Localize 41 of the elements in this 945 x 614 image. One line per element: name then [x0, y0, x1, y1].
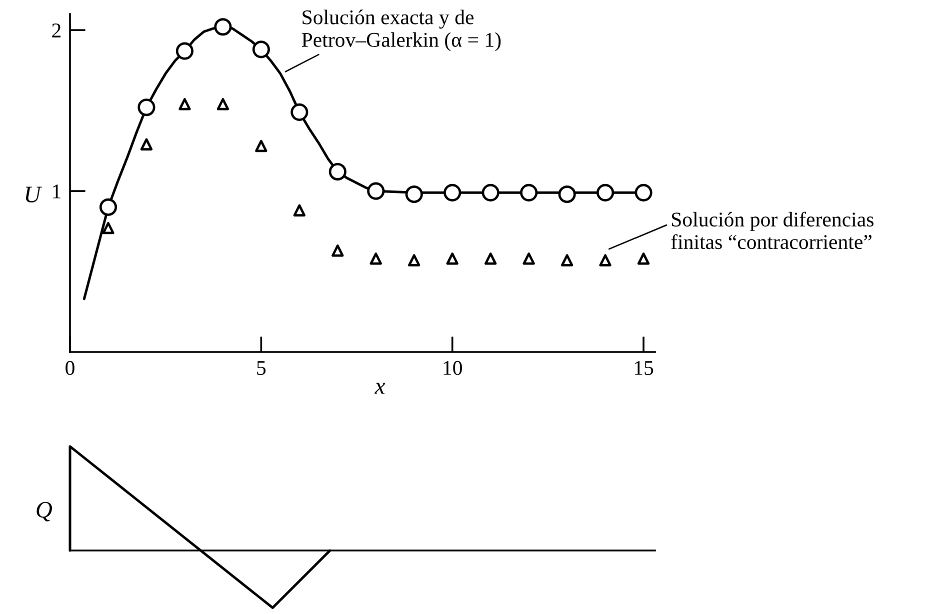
- point: [328, 162, 346, 181]
- point: [214, 18, 232, 36]
- point: [520, 184, 538, 202]
- point: [138, 98, 156, 116]
- point: [216, 98, 230, 110]
- point: [99, 198, 118, 216]
- point: [176, 42, 194, 60]
- point: [370, 252, 382, 265]
- point: [408, 254, 420, 266]
- point: [637, 252, 650, 265]
- point: [599, 254, 612, 266]
- x-axis-title: x: [374, 382, 386, 394]
- point: [367, 182, 385, 200]
- point: [255, 140, 268, 152]
- x-tick-label: 15: [634, 361, 654, 375]
- y-axis-title: U: [26, 186, 42, 202]
- annotation: Solución exacta y de Petrov–Galerkin (α = 1): [302, 10, 501, 52]
- point: [102, 222, 114, 234]
- point: [140, 138, 153, 150]
- point: [558, 185, 576, 204]
- point: [482, 184, 500, 202]
- point: [484, 252, 497, 265]
- x-tick-label: 10: [444, 360, 462, 375]
- point: [293, 204, 306, 216]
- point: [560, 254, 574, 266]
- y-tick-label: 2: [52, 24, 61, 38]
- x-tick-label: 5: [257, 361, 266, 375]
- x-tick-label: 0: [66, 360, 74, 375]
- point: [290, 103, 308, 121]
- point: [405, 185, 423, 204]
- point: [332, 244, 344, 257]
- point: [446, 252, 458, 265]
- y-axis-title: Q: [36, 502, 52, 522]
- point: [596, 184, 614, 202]
- annotation: Solución por diferencias finitas “contracorriente”: [671, 212, 874, 250]
- point: [178, 98, 191, 110]
- point: [634, 184, 652, 202]
- point: [522, 252, 535, 265]
- y-tick-label: 1: [53, 184, 60, 198]
- point: [252, 40, 270, 58]
- point: [444, 184, 462, 202]
